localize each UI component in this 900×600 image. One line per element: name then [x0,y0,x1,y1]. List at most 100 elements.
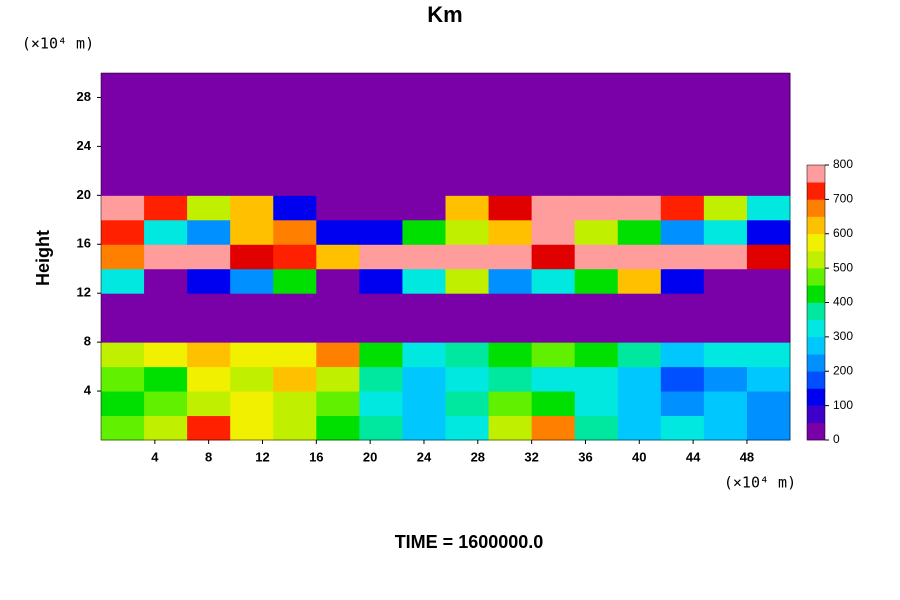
x-tick-label: 24 [417,449,432,464]
heat-cell [359,146,403,172]
heat-cell [402,219,446,245]
chart-title: Km [427,2,462,27]
y-tick-label: 16 [77,236,91,251]
heat-cell [359,342,403,368]
heat-cell [445,268,490,294]
heat-cell [359,366,403,392]
heat-cell [531,342,576,368]
heat-cell [660,317,705,343]
heat-cell [617,121,662,147]
heat-cell [488,73,533,98]
heat-cell [402,391,446,417]
x-tick-label: 12 [255,449,269,464]
heat-cell [144,415,188,441]
colorbar-swatch [807,388,825,406]
colorbar-tick-label: 300 [833,329,853,343]
colorbar-tick-label: 600 [833,226,853,240]
heat-cell [273,195,317,221]
colorbar-swatch [807,354,825,372]
heat-cell [703,195,748,221]
heat-cell [660,415,705,441]
heat-cell [230,415,274,441]
heat-cell [273,146,317,172]
heat-cell [359,415,403,441]
heat-cell [488,219,533,245]
heat-cell [101,170,145,196]
colorbar-swatch [807,302,825,320]
heat-cell [101,97,145,123]
heat-cell [273,366,317,392]
heat-cell [101,268,145,294]
colorbar-swatch [807,199,825,217]
heat-cell [703,121,748,147]
heat-cell [445,219,490,245]
heat-cell [187,342,231,368]
heat-cell [144,170,188,196]
heat-cell [746,170,791,196]
heat-cell [101,146,145,172]
heat-cell [660,146,705,172]
heat-cell [574,415,619,441]
heat-cell [359,293,403,319]
colorbar-tick-label: 0 [833,432,840,446]
heat-cell [746,366,791,392]
heat-cell [359,219,403,245]
heat-cell [316,415,360,441]
x-unit: (×10⁴ m) [724,474,796,492]
heat-cell [574,317,619,343]
heat-cell [574,268,619,294]
heat-cell [445,391,490,417]
x-tick-label: 28 [471,449,485,464]
heat-cell [316,391,360,417]
heat-cell [144,366,188,392]
colorbar-swatch [807,233,825,252]
y-tick-label: 8 [84,334,91,349]
heat-cell [703,97,748,123]
heat-cell [402,170,446,196]
heat-cell [574,146,619,172]
heat-cell [144,342,188,368]
heat-cell [445,73,490,98]
heat-cell [703,268,748,294]
heat-cell [273,391,317,417]
heat-cell [488,317,533,343]
heat-cell [574,73,619,98]
heat-cell [531,195,576,221]
heat-cell [703,170,748,196]
colorbar-swatch [807,268,825,286]
heat-cell [101,366,145,392]
heat-cell [101,195,145,221]
heat-cell [316,366,360,392]
y-tick-label: 20 [77,187,91,202]
heat-cell [531,317,576,343]
heat-cell [187,293,231,319]
colorbar-tick-label: 800 [833,157,853,171]
heat-cell [574,121,619,147]
heat-cell [144,121,188,147]
heat-cell [445,195,490,221]
heat-cell [531,244,576,270]
heat-cell [617,244,662,270]
heat-cell [187,366,231,392]
colorbar-swatch [807,250,825,269]
heat-cell [445,342,490,368]
heat-cell [531,293,576,319]
heat-cell [617,366,662,392]
heat-cell [488,195,533,221]
heat-cell [402,121,446,147]
heat-cell [574,170,619,196]
heat-cell [402,415,446,441]
heat-cell [445,146,490,172]
heat-cell [187,146,231,172]
heat-cell [144,317,188,343]
heat-cell [187,97,231,123]
heat-cell [488,146,533,172]
heat-cell [488,391,533,417]
x-tick-label: 8 [205,449,212,464]
heat-cell [574,391,619,417]
heat-cell [488,415,533,441]
heat-cell [273,170,317,196]
heat-cell [660,170,705,196]
heat-cell [144,244,188,270]
